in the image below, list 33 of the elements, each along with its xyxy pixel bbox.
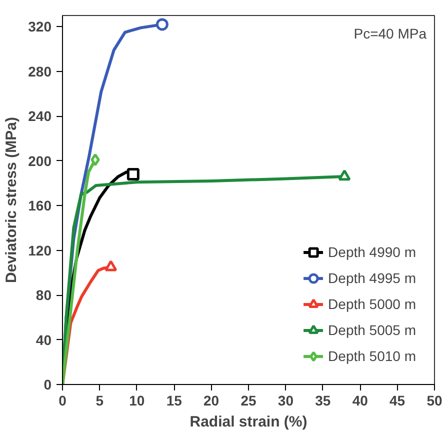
x-tick-label: 35 bbox=[315, 392, 331, 408]
x-tick-label: 25 bbox=[240, 392, 256, 408]
legend-label: Depth 4995 m bbox=[328, 270, 416, 286]
x-tick-label: 15 bbox=[166, 392, 182, 408]
legend-label: Depth 5000 m bbox=[328, 296, 416, 312]
point bbox=[104, 260, 118, 272]
y-tick-label: 120 bbox=[28, 242, 52, 258]
x-tick-label: 40 bbox=[352, 392, 368, 408]
y-axis-title: Deviatoric stress (MPa) bbox=[3, 117, 20, 283]
x-tick-label: 20 bbox=[204, 392, 220, 408]
point bbox=[338, 169, 351, 181]
x-tick-label: 0 bbox=[58, 392, 67, 408]
x-tick-label: 30 bbox=[278, 392, 294, 408]
y-tick-label: 320 bbox=[28, 18, 52, 35]
y-tick-label: 160 bbox=[28, 198, 52, 214]
y-tick-label: 40 bbox=[36, 332, 52, 348]
legend-label: Depth 5010 m bbox=[328, 348, 416, 364]
annotation: Pc=40 MPa bbox=[354, 26, 427, 42]
y-tick-label: 240 bbox=[28, 108, 52, 124]
x-tick-label: 10 bbox=[129, 392, 145, 408]
y-tick-label: 80 bbox=[36, 287, 52, 304]
legend-label: Depth 4990 m bbox=[328, 244, 416, 260]
y-tick-label: 0 bbox=[44, 376, 52, 392]
y-tick-label: 280 bbox=[28, 63, 52, 80]
x-tick-label: 5 bbox=[96, 392, 104, 408]
x-tick-label: 50 bbox=[426, 392, 442, 408]
point bbox=[126, 168, 140, 181]
y-tick-label: 200 bbox=[28, 152, 52, 169]
x-tick-label: 45 bbox=[390, 392, 406, 408]
legend-label: Depth 5005 m bbox=[328, 322, 416, 338]
point bbox=[90, 153, 100, 166]
point bbox=[156, 18, 168, 31]
x-axis-title: Radial strain (%) bbox=[190, 414, 308, 430]
